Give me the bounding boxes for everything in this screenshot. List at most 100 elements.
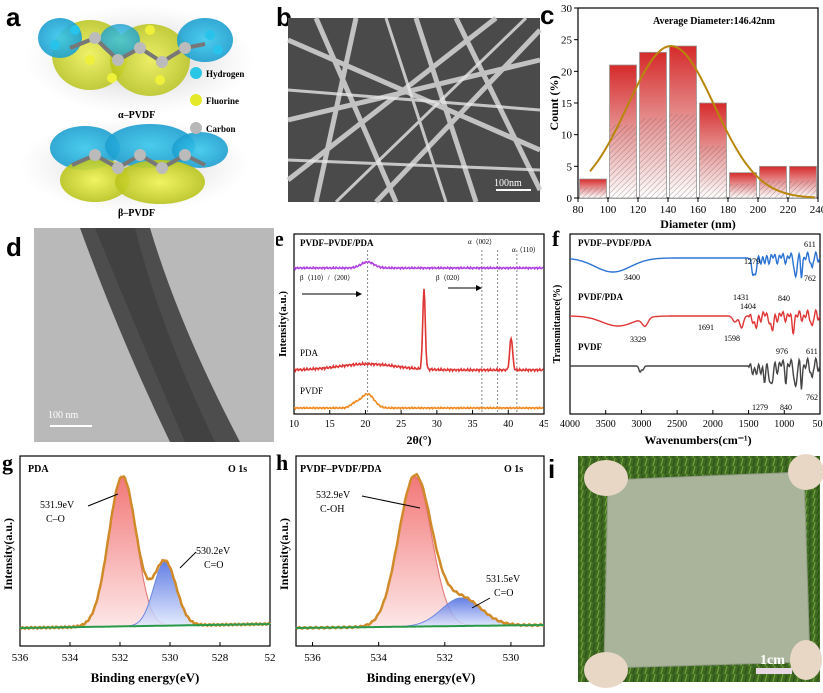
panel-label-h: h (276, 450, 288, 475)
histogram-bar-hatch (640, 118, 667, 198)
peak-label-840-bottom: 840 (780, 403, 792, 412)
x-tick-label: 528 (212, 652, 229, 664)
x-tick-label: 52 (265, 652, 276, 664)
x-tick-label: 120 (630, 204, 647, 216)
fluorine-legend-label: Fluorine (206, 96, 239, 106)
photo-scale-bar (756, 668, 792, 674)
carbon-legend-dot (190, 122, 202, 134)
y-axis-label-f: Transmittance(%) (552, 285, 563, 364)
peak-energy-label-h0: 532.9eV (316, 490, 351, 501)
membrane-photo: 1cm (548, 450, 823, 688)
x-tick-label: 40 (503, 419, 513, 430)
panel-e: e PVDF–PVDF/PDA PDA PVDF β（110）/（200） β（… (276, 228, 548, 450)
plot-frame-e (294, 234, 544, 414)
x-tick-label: 4000 (560, 419, 580, 430)
x-tick-label: 2500 (667, 419, 687, 430)
peak-energy-label-g0: 531.9eV (40, 500, 75, 511)
xrd-chart: e PVDF–PVDF/PDA PDA PVDF β（110）/（200） β（… (276, 228, 548, 450)
carbon-legend-label: Carbon (206, 124, 236, 134)
x-tick-label: 10 (289, 419, 299, 430)
peak-label-1431: 1431 (733, 293, 749, 302)
x-tick-label: 530 (162, 652, 179, 664)
x-tick-label: 532 (112, 652, 129, 664)
x-axis-label-g: Binding energy(eV) (91, 670, 200, 685)
glove-top-right (788, 454, 823, 490)
x-tick-label: 160 (690, 204, 707, 216)
peak-label-611-bottom: 611 (806, 347, 818, 356)
y-tick-label: 0 (567, 193, 573, 205)
y-axis-label-c: Count (%) (548, 75, 561, 130)
peak-label-1691: 1691 (698, 323, 714, 332)
series-label-f0: PVDF–PVDF/PDA (578, 238, 652, 248)
x-tick-label: 220 (780, 204, 797, 216)
y-axis-label-g: Intensity(a.u.) (1, 518, 15, 590)
x-tick-label: 35 (468, 419, 478, 430)
peak-group-label-g0: C–O (46, 514, 65, 525)
series-label-pda: PDA (300, 348, 319, 358)
tem-image: 100 nm (0, 228, 276, 448)
photo-scale-label: 1cm (760, 653, 785, 668)
x-tick-label: 534 (62, 652, 79, 664)
molecule-models: α–PVDF β–PVDF Hydrogen Fluorine Carbon (0, 0, 270, 228)
sem-scale-label: 100nm (494, 178, 522, 189)
x-tick-label: 30 (432, 419, 442, 430)
x-axis-label-e: 2θ(°) (406, 433, 431, 447)
x-tick-label: 530 (503, 652, 520, 664)
x-tick-label: 100 (600, 204, 617, 216)
x-tick-label: 500 (813, 419, 823, 430)
y-tick-label: 25 (561, 35, 573, 47)
hydrogen-legend-label: Hydrogen (206, 69, 244, 79)
peak-label-762-bottom: 762 (806, 393, 818, 402)
x-tick-label: 140 (660, 204, 677, 216)
y-tick-label: 5 (567, 161, 573, 173)
panel-label-e: e (276, 228, 284, 251)
sem-image: 100nm (276, 0, 548, 220)
peak-label-3329: 3329 (630, 335, 646, 344)
series-label-pvdf-pvdf-pda: PVDF–PVDF/PDA (300, 238, 374, 248)
x-tick-label: 80 (573, 204, 585, 216)
series-label-pvdf: PVDF (300, 386, 323, 396)
panel-label-c: c (540, 2, 554, 28)
x-tick-label: 2000 (703, 419, 723, 430)
peak-group-label-g1: C=O (204, 560, 224, 571)
series-label-f2: PVDF (578, 342, 602, 352)
peak-label-611-top: 611 (804, 240, 816, 249)
peak-label-1404: 1404 (740, 302, 756, 311)
tem-scale-label: 100 nm (48, 410, 79, 421)
annotation-alpha-002: α（002） (468, 238, 496, 246)
panel-d: d 100 nm (0, 228, 276, 448)
peak-label-1279-bottom: 1279 (752, 403, 768, 412)
x-tick-label: 534 (370, 652, 387, 664)
fluorine-legend-dot (190, 94, 202, 106)
x-tick-label: 1000 (774, 419, 794, 430)
y-tick-label: 30 (561, 3, 573, 15)
histogram-bar-hatch (730, 184, 757, 198)
ftir-series-pvdf (570, 358, 820, 389)
xps-composite-chart: h PVDF–PVDF/PDA O 1s 532.9eV C-OH 531.5e… (276, 450, 548, 688)
y-tick-label: 15 (561, 98, 573, 110)
peak-group-label-h0: C-OH (320, 504, 344, 515)
histogram-bar-hatch (580, 188, 607, 198)
x-tick-label: 240 (810, 204, 823, 216)
peak-label-762-top: 762 (804, 274, 816, 283)
ftir-series-pvdf-pda (570, 310, 820, 333)
hydrogen-legend-dot (190, 67, 202, 79)
x-axis-label-h: Binding energy(eV) (367, 670, 476, 685)
y-tick-label: 10 (561, 130, 573, 142)
x-tick-label: 536 (12, 652, 29, 664)
panel-h: h PVDF–PVDF/PDA O 1s 532.9eV C-OH 531.5e… (276, 450, 548, 688)
x-tick-label: 180 (720, 204, 737, 216)
beta-label: β–PVDF (118, 208, 155, 219)
panel-label-a: a (6, 4, 20, 30)
peak-group-label-h1: C=O (494, 588, 514, 599)
y-axis-label-e: Intensity(a.u.) (277, 291, 289, 357)
glove-bottom-right (790, 640, 822, 680)
annotation-beta-110: β（110）/（200） (300, 274, 354, 282)
peak-label-3400: 3400 (624, 273, 640, 282)
peak-label-1598: 1598 (724, 334, 740, 343)
xrd-series-pvdf (294, 394, 543, 409)
x-tick-label: 25 (396, 419, 406, 430)
